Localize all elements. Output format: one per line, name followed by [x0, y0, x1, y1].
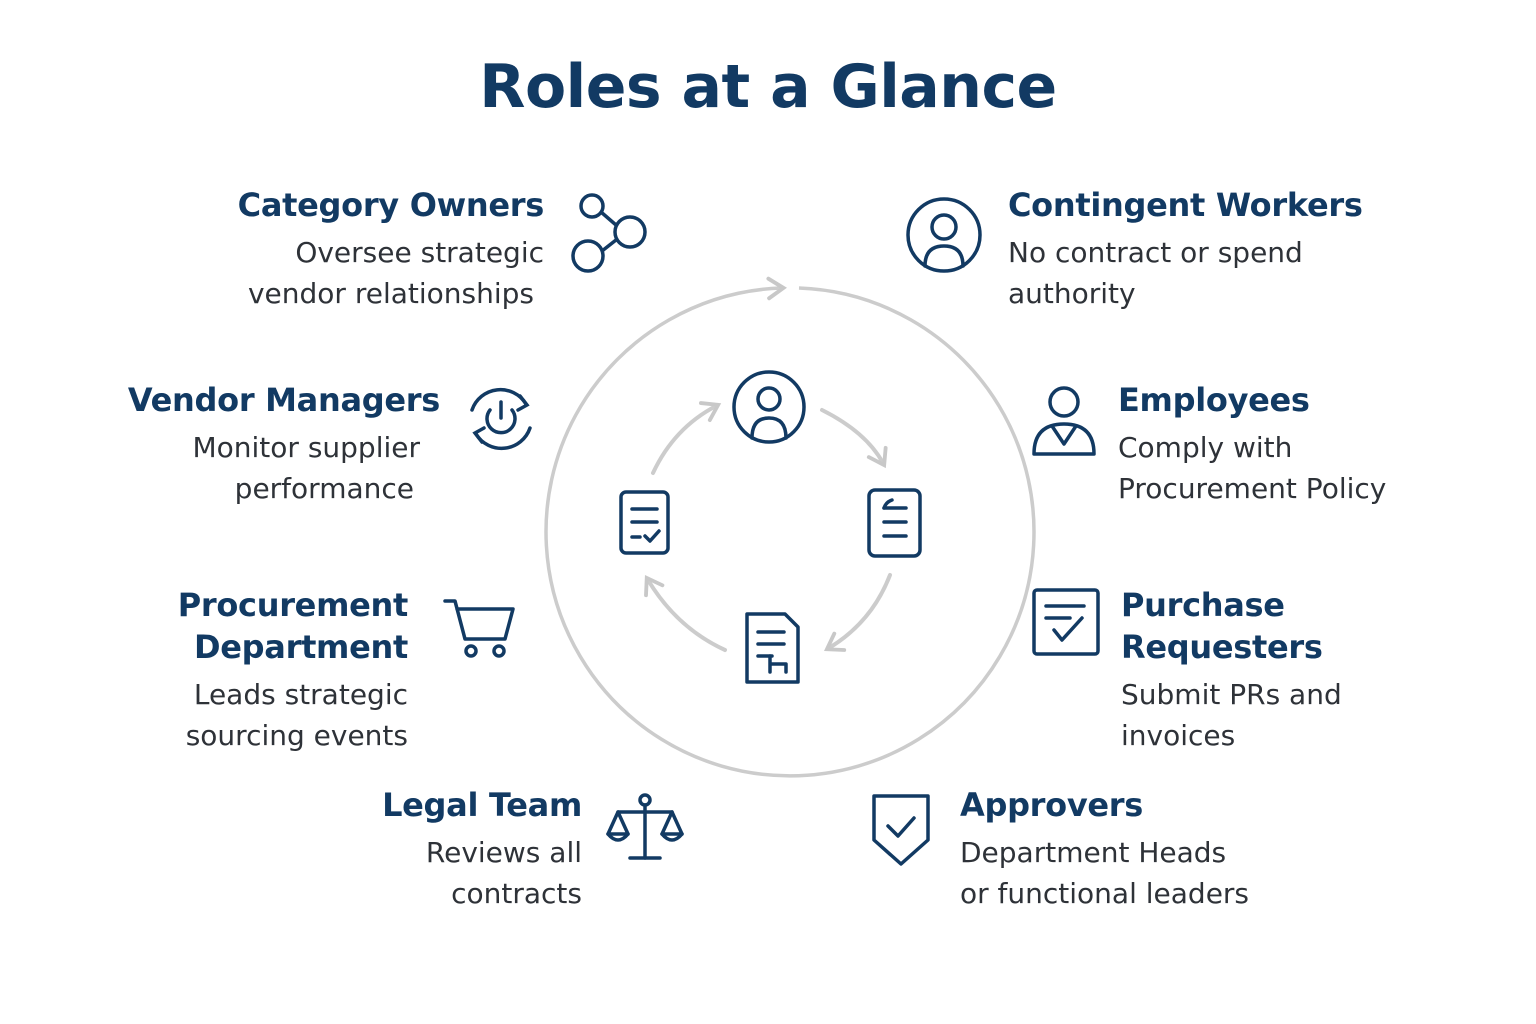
role-description: Monitor supplier performance: [192, 431, 420, 505]
role-name: Employees: [1118, 381, 1310, 419]
cycle-power-icon: [460, 382, 542, 458]
center-document-icon: [867, 488, 922, 558]
center-user-icon: [732, 370, 806, 444]
role-category-owners: Category Owners Oversee strategic vendor …: [237, 184, 545, 314]
employee-icon: [1028, 384, 1100, 460]
role-name: Purchase Requesters: [1121, 586, 1323, 666]
center-file-icon: [745, 612, 800, 684]
role-description: Reviews all contracts: [425, 836, 582, 910]
role-employees: Employees Comply with Procurement Policy: [1118, 379, 1386, 509]
role-procurement-department: Procurement Department Leads strategic sou…: [177, 584, 409, 756]
inner-arrow-3: [644, 574, 727, 652]
role-approvers: Approvers Department Heads or functional …: [960, 784, 1249, 914]
inner-arrow-4: [651, 401, 722, 475]
outer-cycle-ring: [544, 276, 1036, 778]
role-description: Department Heads or functional leaders: [960, 836, 1250, 910]
role-vendor-managers: Vendor Managers Monitor supplier performa…: [128, 379, 440, 509]
role-name: Procurement Department: [177, 586, 409, 666]
role-name: Vendor Managers: [127, 381, 440, 419]
shield-check-icon: [868, 790, 934, 868]
role-name: Approvers: [960, 786, 1144, 824]
role-name: Category Owners: [237, 186, 545, 224]
role-contingent-workers: Contingent Workers No contract or spend a…: [1008, 184, 1363, 314]
user-circle-icon: [903, 194, 985, 276]
network-nodes-icon: [566, 188, 656, 280]
page-title: Roles at a Glance: [479, 52, 1057, 122]
role-purchase-requesters: Purchase Requesters Submit PRs and invoice…: [1121, 584, 1342, 756]
role-description: Leads strategic sourcing events: [185, 678, 408, 752]
inner-arrow-2: [823, 573, 892, 652]
role-description: No contract or spend authority: [1008, 236, 1303, 310]
shopping-cart-icon: [441, 595, 521, 661]
role-legal-team: Legal Team Reviews all contracts: [382, 784, 582, 914]
checklist-icon: [1030, 586, 1102, 660]
role-description: Oversee strategic vendor relationships: [247, 236, 544, 310]
scales-icon: [604, 790, 686, 866]
role-name: Contingent Workers: [1008, 186, 1363, 224]
inner-arrow-1: [820, 408, 888, 469]
center-checklist-icon: [619, 490, 670, 555]
role-description: Comply with Procurement Policy: [1118, 431, 1387, 505]
role-description: Submit PRs and invoices: [1121, 678, 1342, 752]
role-name: Legal Team: [382, 786, 582, 824]
